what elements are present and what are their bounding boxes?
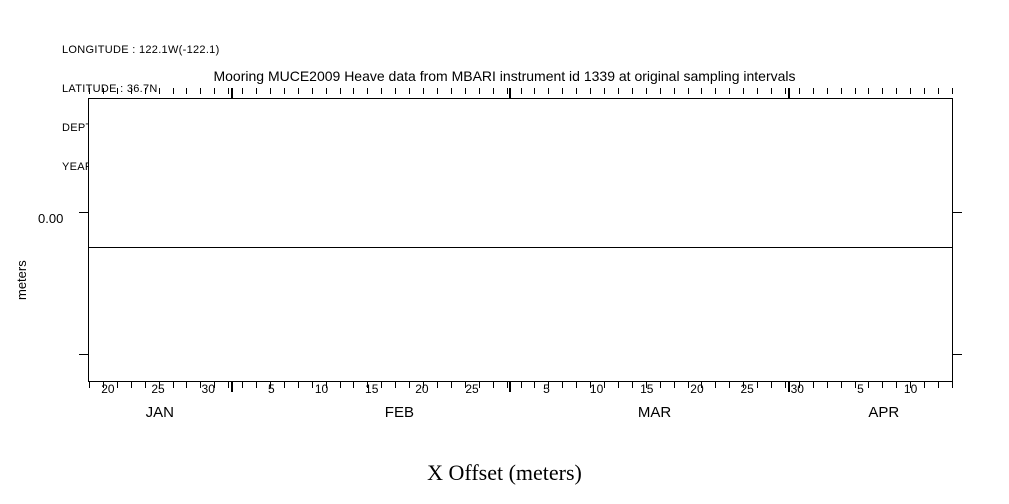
y-tick-zero-left bbox=[79, 212, 89, 213]
axis-minor-tick bbox=[771, 88, 772, 94]
x-day-tick-label: 25 bbox=[151, 382, 164, 396]
axis-minor-tick bbox=[423, 88, 424, 94]
x-day-tick-label: 5 bbox=[268, 382, 275, 396]
axis-minor-tick bbox=[632, 88, 633, 94]
axis-minor-tick bbox=[660, 88, 661, 94]
x-month-label: MAR bbox=[638, 404, 671, 421]
axis-minor-tick bbox=[507, 88, 508, 94]
x-offset-axis-title: X Offset (meters) bbox=[0, 460, 1009, 486]
axis-minor-tick bbox=[841, 88, 842, 94]
x-day-tick-label: 20 bbox=[415, 382, 428, 396]
axis-minor-tick bbox=[465, 88, 466, 94]
chart-title: Mooring MUCE2009 Heave data from MBARI i… bbox=[0, 68, 1009, 84]
axis-minor-tick bbox=[646, 88, 647, 94]
y-tick-lower-left bbox=[79, 354, 89, 355]
axis-minor-tick bbox=[715, 88, 716, 94]
axis-minor-tick bbox=[409, 88, 410, 94]
axis-minor-tick bbox=[562, 88, 563, 94]
longitude-label: LONGITUDE : 122.1W(-122.1) bbox=[62, 44, 220, 57]
x-day-tick-label: 30 bbox=[202, 382, 215, 396]
x-axis-labels: 20 25 30 5 10 15 20 25 5 10 15 20 25 30 5 10 JAN FEB MAR A… bbox=[88, 382, 953, 424]
axis-major-tick bbox=[509, 88, 511, 98]
axis-minor-tick bbox=[743, 88, 744, 94]
axis-minor-tick bbox=[855, 88, 856, 94]
axis-minor-tick bbox=[618, 88, 619, 94]
x-month-label: APR bbox=[868, 404, 899, 421]
axis-minor-tick bbox=[688, 88, 689, 94]
axis-minor-tick bbox=[910, 88, 911, 94]
axis-minor-tick bbox=[534, 88, 535, 94]
axis-minor-tick bbox=[353, 88, 354, 94]
axis-minor-tick bbox=[284, 88, 285, 94]
month-label-row: JAN FEB MAR APR bbox=[88, 404, 953, 424]
plot-area bbox=[88, 98, 953, 382]
y-axis-zero-label: 0.00 bbox=[38, 211, 63, 226]
x-day-tick-label: 15 bbox=[640, 382, 653, 396]
axis-minor-tick bbox=[381, 88, 382, 94]
axis-minor-tick bbox=[924, 88, 925, 94]
axis-minor-tick bbox=[701, 88, 702, 94]
x-day-tick-label: 5 bbox=[857, 382, 864, 396]
axis-minor-tick bbox=[785, 88, 786, 94]
axis-minor-tick bbox=[451, 88, 452, 94]
axis-minor-tick bbox=[882, 88, 883, 94]
axis-minor-tick bbox=[367, 88, 368, 94]
axis-minor-tick bbox=[395, 88, 396, 94]
x-day-tick-label: 15 bbox=[365, 382, 378, 396]
axis-minor-tick bbox=[242, 88, 243, 94]
axis-minor-tick bbox=[298, 88, 299, 94]
x-day-tick-label: 20 bbox=[690, 382, 703, 396]
axis-minor-tick bbox=[312, 88, 313, 94]
x-day-tick-label: 25 bbox=[465, 382, 478, 396]
axis-minor-tick bbox=[548, 88, 549, 94]
axis-minor-tick bbox=[270, 88, 271, 94]
x-day-tick-label: 5 bbox=[543, 382, 550, 396]
axis-minor-tick bbox=[604, 88, 605, 94]
axis-minor-tick bbox=[576, 88, 577, 94]
y-tick-zero-right bbox=[952, 212, 962, 213]
axis-minor-tick bbox=[827, 88, 828, 94]
x-month-label: FEB bbox=[385, 404, 414, 421]
axis-minor-tick bbox=[326, 88, 327, 94]
y-axis-title: meters bbox=[14, 260, 29, 300]
axis-minor-tick bbox=[479, 88, 480, 94]
axis-minor-tick bbox=[340, 88, 341, 94]
axis-minor-tick bbox=[952, 88, 953, 94]
axis-minor-tick bbox=[729, 88, 730, 94]
axis-major-tick bbox=[231, 88, 233, 98]
latitude-label: LATITUDE : 36.7N bbox=[62, 83, 220, 96]
axis-minor-tick bbox=[590, 88, 591, 94]
x-day-tick-label: 20 bbox=[101, 382, 114, 396]
axis-minor-tick bbox=[521, 88, 522, 94]
axis-minor-tick bbox=[868, 88, 869, 94]
axis-minor-tick bbox=[228, 88, 229, 94]
axis-minor-tick bbox=[896, 88, 897, 94]
axis-minor-tick bbox=[674, 88, 675, 94]
chart-root: LONGITUDE : 122.1W(-122.1) LATITUDE : 36… bbox=[0, 0, 1009, 504]
x-day-tick-label: 10 bbox=[315, 382, 328, 396]
x-day-tick-label: 25 bbox=[740, 382, 753, 396]
axis-minor-tick bbox=[938, 88, 939, 94]
x-day-tick-label: 30 bbox=[791, 382, 804, 396]
x-day-tick-label: 10 bbox=[590, 382, 603, 396]
y-tick-lower-right bbox=[952, 354, 962, 355]
axis-minor-tick bbox=[256, 88, 257, 94]
day-tick-label-row: 20 25 30 5 10 15 20 25 5 10 15 20 25 30 5 10 bbox=[88, 382, 953, 398]
x-month-label: JAN bbox=[146, 404, 174, 421]
axis-minor-tick bbox=[799, 88, 800, 94]
x-day-tick-label: 10 bbox=[904, 382, 917, 396]
axis-minor-tick bbox=[757, 88, 758, 94]
heave-data-line bbox=[89, 247, 952, 248]
axis-minor-tick bbox=[813, 88, 814, 94]
axis-minor-tick bbox=[437, 88, 438, 94]
axis-major-tick bbox=[788, 88, 790, 98]
axis-minor-tick bbox=[493, 88, 494, 94]
